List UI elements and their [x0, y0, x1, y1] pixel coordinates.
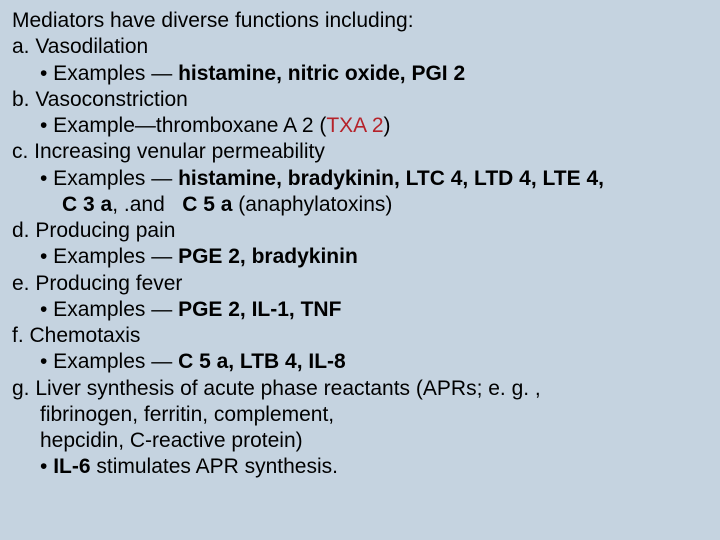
text-line: c. Increasing venular permeability	[12, 139, 708, 165]
text-line: • IL-6 stimulates APR synthesis.	[40, 454, 708, 480]
text-line: • Examples — PGE 2, bradykinin	[40, 244, 708, 270]
text-line: • Examples — C 5 a, LTB 4, IL-8	[40, 349, 708, 375]
text-line: • Example—thromboxane A 2 (TXA 2)	[40, 113, 708, 139]
slide-text-block: Mediators have diverse functions includi…	[12, 8, 708, 481]
text-line: Mediators have diverse functions includi…	[12, 8, 708, 34]
text-line: C 3 a, .and C 5 a (anaphylatoxins)	[62, 192, 708, 218]
text-line: d. Producing pain	[12, 218, 708, 244]
text-line: hepcidin, C-reactive protein)	[40, 428, 708, 454]
text-line: e. Producing fever	[12, 271, 708, 297]
text-line: fibrinogen, ferritin, complement,	[40, 402, 708, 428]
text-line: a. Vasodilation	[12, 34, 708, 60]
text-line: • Examples — histamine, bradykinin, LTC …	[40, 166, 708, 192]
text-line: g. Liver synthesis of acute phase reacta…	[12, 376, 708, 402]
text-line: • Examples — histamine, nitric oxide, PG…	[40, 61, 708, 87]
text-line: • Examples — PGE 2, IL-1, TNF	[40, 297, 708, 323]
text-line: b. Vasoconstriction	[12, 87, 708, 113]
text-line: f. Chemotaxis	[12, 323, 708, 349]
